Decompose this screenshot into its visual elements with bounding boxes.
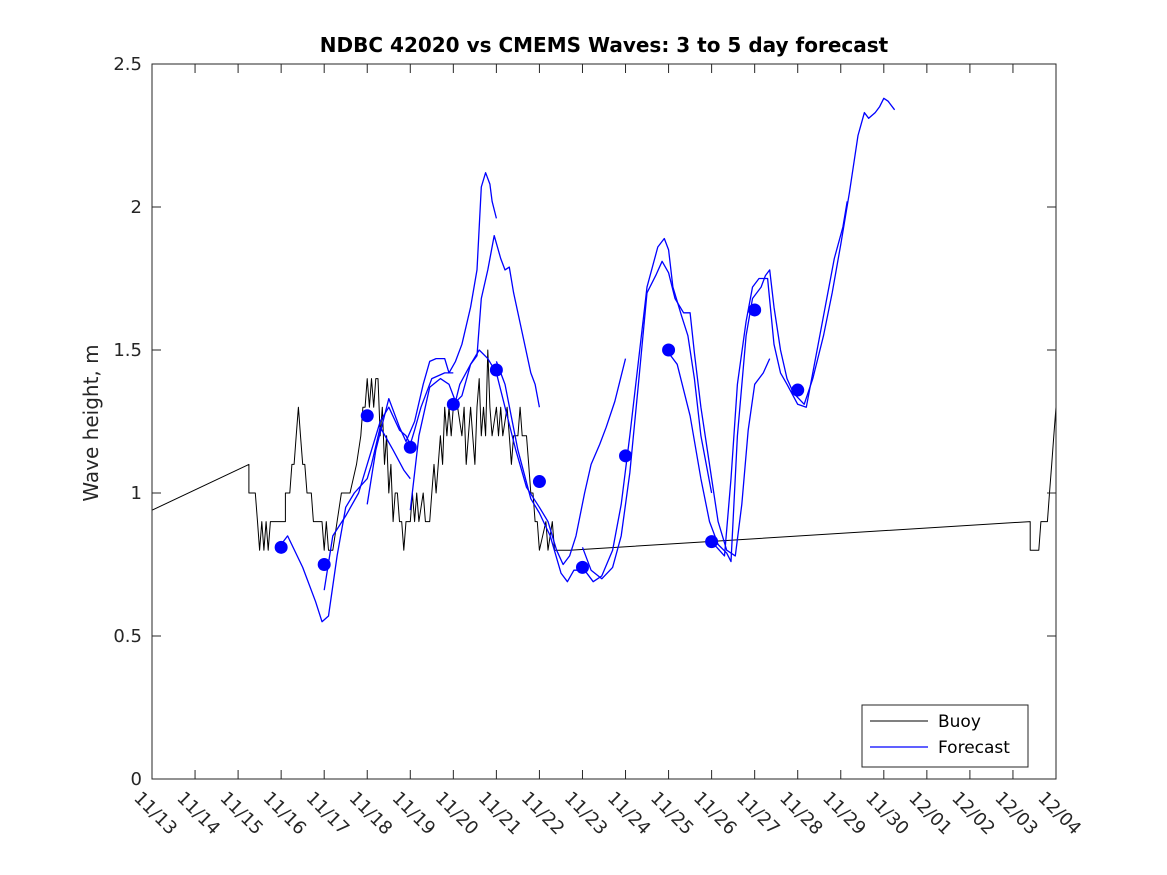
- legend-box: [861, 704, 1029, 768]
- legend-forecast-label: Forecast: [938, 738, 1010, 758]
- series-forecast-line-6: [581, 260, 771, 580]
- series-forecast-line-5: [495, 237, 713, 583]
- legend: Buoy Forecast: [861, 704, 1029, 768]
- forecast-marker-9: [662, 343, 676, 357]
- series-forecast-line-2: [366, 172, 498, 505]
- chart-title: NDBC 42020 vs CMEMS Waves: 3 to 5 day fo…: [320, 33, 889, 57]
- legend-buoy-label: Buoy: [938, 712, 981, 732]
- series-forecast-line-1: [323, 372, 454, 591]
- y-tick-label: 1.5: [113, 340, 142, 361]
- series-buoy-line-0: [151, 349, 1057, 551]
- forecast-marker-6: [532, 475, 546, 489]
- series-forecast-line-4: [452, 349, 627, 566]
- forecast-marker-3: [403, 440, 417, 454]
- series-forecast-line-7: [668, 97, 896, 563]
- forecast-marker-0: [274, 540, 288, 554]
- y-tick-label: 2: [131, 197, 142, 218]
- y-axis-label: Wave height, m: [79, 344, 103, 501]
- axes-box: [151, 63, 1057, 780]
- forecast-marker-4: [446, 397, 460, 411]
- forecast-marker-1: [317, 558, 331, 571]
- forecast-marker-12: [791, 383, 805, 397]
- y-tick-label: 0.5: [113, 626, 142, 647]
- forecast-marker-7: [575, 560, 589, 574]
- forecast-marker-2: [360, 409, 374, 423]
- series-forecast-line-0: [280, 426, 411, 623]
- y-tick-label: 1: [131, 483, 142, 504]
- forecast-marker-5: [489, 363, 503, 377]
- forecast-marker-10: [705, 535, 719, 549]
- y-tick-label: 0: [131, 769, 142, 790]
- plot-area: [151, 97, 1057, 623]
- series-forecast-line-8: [711, 201, 848, 557]
- series-forecast-line-3: [409, 234, 541, 511]
- forecast-marker-8: [619, 449, 633, 463]
- forecast-marker-11: [748, 303, 762, 317]
- y-tick-label: 2.5: [113, 54, 142, 75]
